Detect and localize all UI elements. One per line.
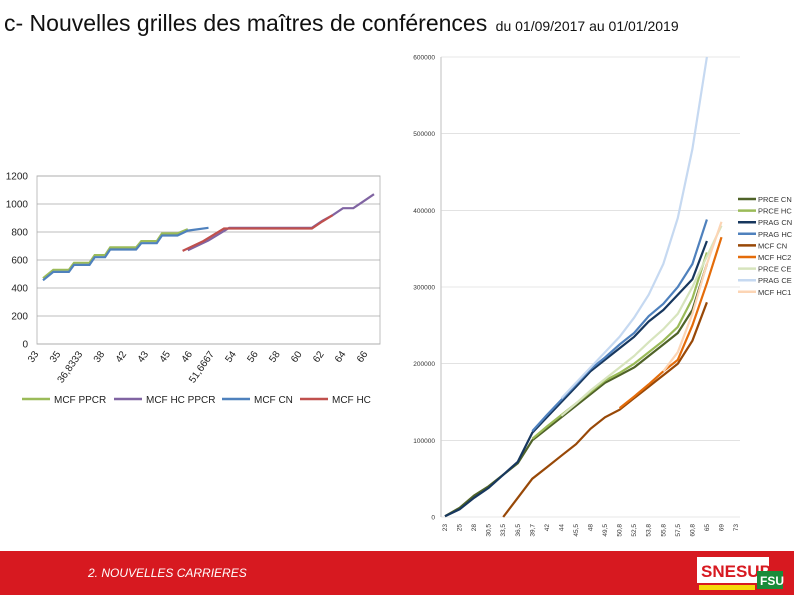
right-series-line bbox=[618, 236, 723, 409]
left-x-tick-label: 35 bbox=[48, 349, 64, 365]
right-legend-label: PRCE CN bbox=[758, 195, 792, 204]
right-x-tick-label: 69 bbox=[718, 524, 725, 532]
right-series-line bbox=[560, 56, 708, 399]
left-x-tick-label: 62 bbox=[311, 349, 327, 365]
left-y-tick-label: 200 bbox=[11, 312, 28, 323]
right-series-line bbox=[531, 252, 708, 440]
left-y-tick-label: 600 bbox=[11, 256, 28, 267]
logo-sub-text: FSU bbox=[760, 574, 784, 588]
left-y-tick-label: 400 bbox=[11, 284, 28, 295]
footer-section-label: 2. NOUVELLES CARRIERES bbox=[88, 566, 247, 580]
right-legend-label: PRCE HC bbox=[758, 207, 792, 216]
title-date-range: du 01/09/2017 au 01/01/2019 bbox=[495, 18, 679, 34]
right-x-tick-label: 45,5 bbox=[573, 524, 580, 537]
right-x-tick-label: 39,7 bbox=[529, 524, 536, 537]
right-x-tick-label: 36,5 bbox=[515, 524, 522, 537]
right-y-tick-label: 0 bbox=[431, 515, 435, 522]
right-x-tick-label: 33,5 bbox=[500, 524, 507, 537]
left-x-tick-label: 58 bbox=[267, 349, 283, 365]
left-series-line bbox=[42, 228, 189, 280]
left-series-line bbox=[42, 226, 209, 282]
right-x-tick-label: 48 bbox=[588, 524, 595, 532]
right-x-tick-label: 52,5 bbox=[631, 524, 638, 537]
snesup-fsu-logo: SNESUP FSU bbox=[697, 557, 784, 590]
right-series-line bbox=[560, 225, 723, 417]
right-y-tick-label: 600000 bbox=[413, 55, 435, 62]
right-legend-label: MCF CN bbox=[758, 241, 787, 250]
page-title: c- Nouvelles grilles des maîtres de conf… bbox=[4, 10, 679, 37]
right-x-tick-label: 42 bbox=[544, 524, 551, 532]
left-x-tick-label: 64 bbox=[333, 349, 349, 365]
right-y-tick-label: 100000 bbox=[413, 438, 435, 445]
left-legend-label: MCF HC PPCR bbox=[146, 395, 215, 406]
right-series-line bbox=[502, 301, 708, 518]
right-y-tick-label: 300000 bbox=[413, 285, 435, 292]
right-x-tick-label: 30,5 bbox=[486, 524, 493, 537]
left-x-tick-label: 54 bbox=[223, 349, 239, 365]
left-x-tick-label: 43 bbox=[136, 349, 152, 365]
right-x-tick-label: 65 bbox=[704, 524, 711, 532]
left-x-tick-label: 46 bbox=[180, 349, 196, 365]
right-x-tick-label: 25 bbox=[457, 524, 464, 532]
right-y-tick-label: 400000 bbox=[413, 208, 435, 215]
left-x-tick-label: 42 bbox=[114, 349, 130, 365]
right-series-line bbox=[444, 240, 708, 518]
left-y-tick-label: 1200 bbox=[6, 172, 29, 183]
left-series-line bbox=[182, 214, 334, 252]
left-y-tick-label: 1000 bbox=[6, 200, 29, 211]
right-x-tick-label: 60,8 bbox=[689, 524, 696, 537]
left-legend-label: MCF HC bbox=[332, 395, 371, 406]
right-x-tick-label: 50,8 bbox=[617, 524, 624, 537]
right-y-tick-label: 200000 bbox=[413, 361, 435, 368]
right-x-tick-label: 44 bbox=[558, 524, 565, 532]
right-x-tick-label: 53,8 bbox=[646, 524, 653, 537]
left-x-tick-label: 56 bbox=[245, 349, 261, 365]
right-legend-label: PRAG CN bbox=[758, 218, 792, 227]
left-x-tick-label: 66 bbox=[355, 349, 371, 365]
right-legend-label: MCF HC2 bbox=[758, 253, 791, 262]
right-series-line bbox=[531, 219, 708, 432]
left-x-tick-label: 60 bbox=[289, 349, 305, 365]
right-x-tick-label: 57,5 bbox=[675, 524, 682, 537]
left-legend-label: MCF PPCR bbox=[54, 395, 106, 406]
left-x-tick-label: 38 bbox=[92, 349, 108, 365]
right-series-line bbox=[444, 263, 708, 518]
left-x-tick-label: 51,6667 bbox=[187, 349, 217, 385]
right-y-tick-label: 500000 bbox=[413, 131, 435, 138]
right-legend-label: PRCE CE bbox=[758, 265, 791, 274]
right-x-tick-label: 73 bbox=[733, 524, 740, 532]
logo-main-text: SNESUP bbox=[701, 562, 771, 581]
right-x-tick-label: 49,5 bbox=[602, 524, 609, 537]
right-legend-label: PRAG HC bbox=[758, 230, 793, 239]
left-y-tick-label: 800 bbox=[11, 228, 28, 239]
right-x-tick-label: 55,8 bbox=[660, 524, 667, 537]
footer-bar: 2. NOUVELLES CARRIERES SNESUP FSU bbox=[0, 551, 794, 595]
right-legend-label: MCF HC1 bbox=[758, 288, 791, 297]
right-x-tick-label: 28 bbox=[471, 524, 478, 532]
right-series-line bbox=[662, 221, 723, 372]
right-x-tick-label: 23 bbox=[442, 524, 449, 532]
left-y-tick-label: 0 bbox=[22, 340, 28, 351]
right-legend-label: PRAG CE bbox=[758, 276, 792, 285]
left-plot-area bbox=[36, 175, 381, 345]
left-legend-label: MCF CN bbox=[254, 395, 293, 406]
left-x-tick-label: 36,8333 bbox=[56, 349, 86, 385]
title-main: c- Nouvelles grilles des maîtres de conf… bbox=[4, 10, 488, 36]
left-series-line bbox=[187, 193, 375, 252]
left-x-tick-label: 33 bbox=[26, 349, 42, 365]
left-x-tick-label: 45 bbox=[158, 349, 174, 365]
